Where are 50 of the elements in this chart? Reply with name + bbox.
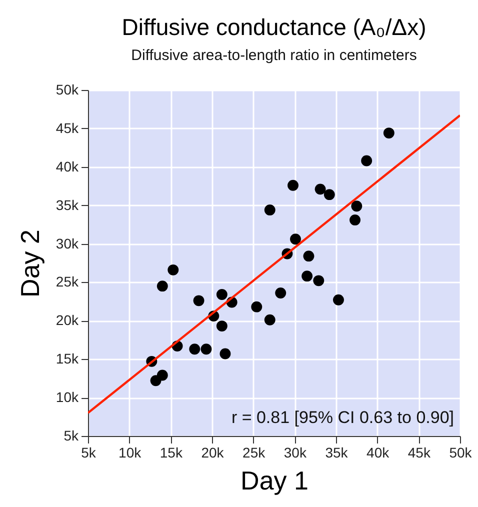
point: [290, 234, 301, 245]
annotation: r = 0.81 [95% CI 0.63 to 0.90]: [231, 408, 454, 427]
x-tick-label: 30k: [284, 444, 308, 460]
point: [324, 189, 335, 200]
point: [275, 288, 286, 298]
point: [264, 314, 276, 326]
y-tick-label: 20k: [56, 312, 80, 328]
x-tick-label: 40k: [366, 444, 390, 460]
point: [314, 184, 326, 195]
y-tick-label: 5k: [64, 428, 80, 444]
point: [264, 204, 276, 216]
point: [350, 214, 360, 226]
point: [200, 344, 212, 355]
y-tick-label: 15k: [56, 350, 80, 367]
x-tick-label: 5k: [81, 444, 97, 460]
y-tick-label: 45k: [56, 120, 80, 136]
point: [383, 128, 394, 139]
point: [251, 301, 262, 312]
x-tick-label: 15k: [160, 444, 184, 460]
chart-subtitle: Diffusive area-to-length ratio in centimeters: [131, 47, 417, 64]
point: [150, 375, 162, 386]
x-tick-label: 10k: [118, 444, 142, 460]
y-axis-title: Day 2: [14, 230, 45, 298]
x-axis-title: Day 1: [240, 466, 308, 496]
point: [288, 180, 298, 191]
x-tick-label: 45k: [408, 444, 432, 460]
point: [193, 295, 204, 306]
chart-title: Diffusive conductance (A₀/Δx): [122, 14, 426, 40]
x-tick-label: 35k: [325, 444, 349, 460]
y-tick-label: 40k: [56, 158, 80, 174]
point: [156, 280, 168, 292]
point: [168, 264, 179, 276]
x-tick-label: 50k: [449, 444, 473, 460]
y-tick-label: 35k: [56, 196, 80, 213]
y-tick-label: 50k: [56, 82, 80, 98]
point: [302, 270, 313, 282]
point: [216, 289, 228, 300]
x-tick-label: 25k: [242, 444, 266, 460]
y-tick-label: 25k: [56, 274, 80, 290]
point: [303, 250, 314, 262]
point: [216, 320, 228, 332]
point: [361, 155, 372, 166]
point: [351, 200, 362, 212]
point: [189, 344, 200, 355]
point: [333, 294, 344, 306]
y-tick-label: 30k: [56, 235, 80, 252]
y-tick-label: 10k: [56, 389, 80, 406]
x-tick-label: 20k: [201, 444, 225, 460]
point: [220, 348, 231, 360]
point: [313, 275, 324, 286]
